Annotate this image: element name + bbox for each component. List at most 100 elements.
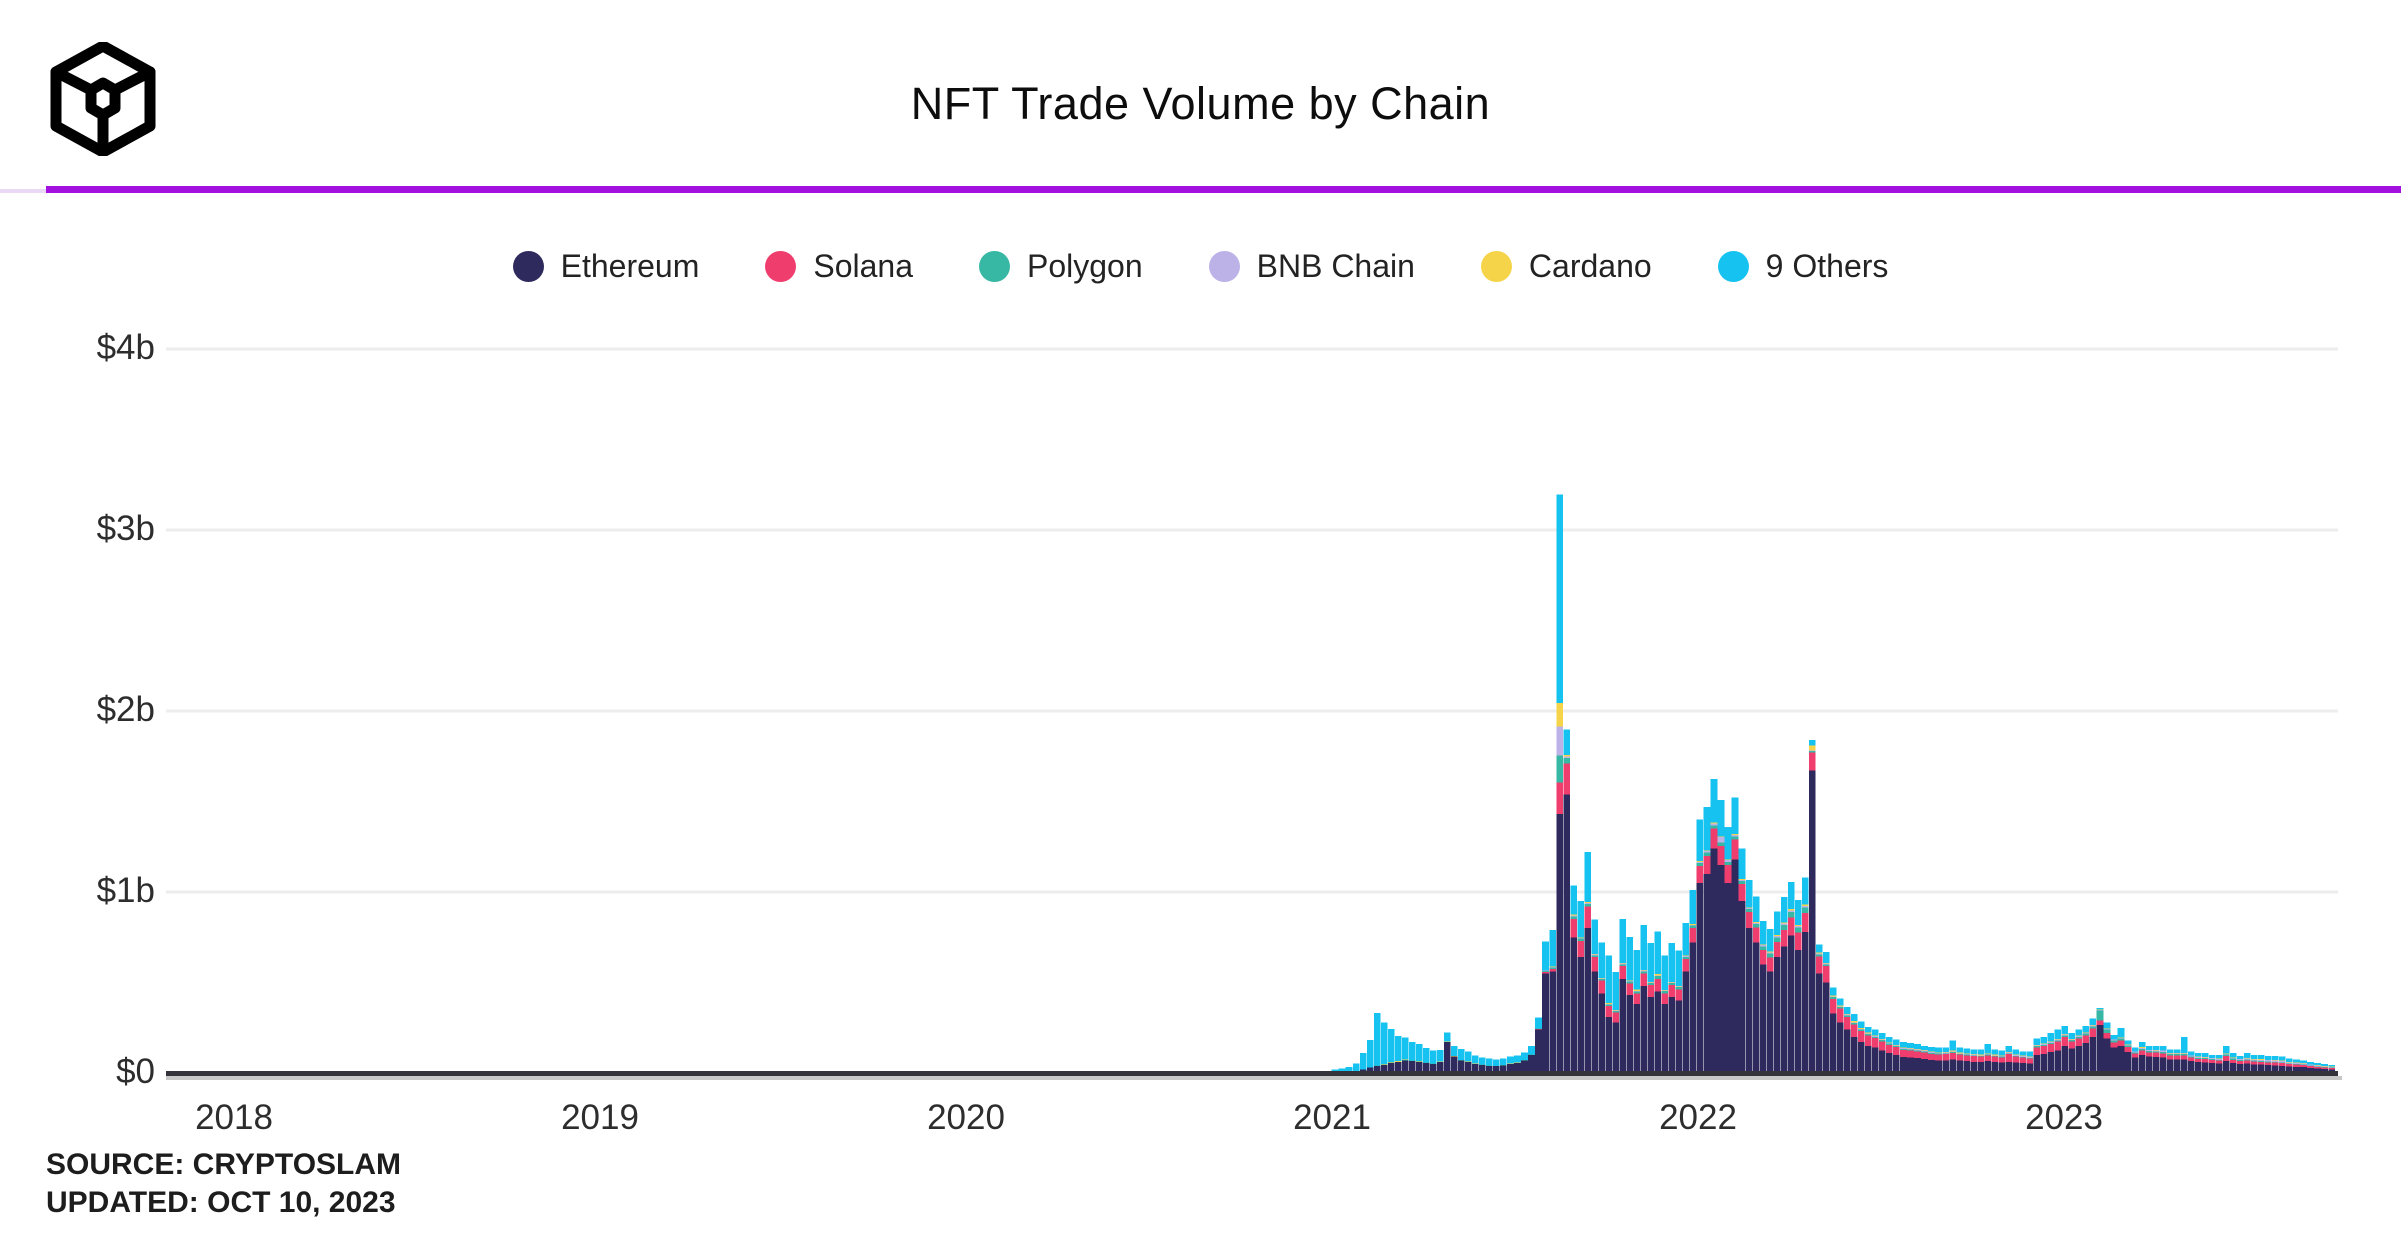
bar-week-89-9-others (1956, 1047, 1963, 1053)
bar-week-90-cardano (1963, 1053, 1970, 1054)
bar-week-67-9-others (1801, 877, 1809, 905)
bar-week-72-bnb-chain (1836, 1006, 1844, 1008)
bar-week-123-ethereum (2194, 1062, 2202, 1073)
bar-week-110-9-others (2103, 1022, 2111, 1029)
bar-week-58-cardano (1738, 879, 1746, 880)
bar-week-71-cardano (1829, 995, 1837, 997)
bar-week-69-cardano (1815, 952, 1823, 954)
bar-week-125-9-others (2208, 1054, 2216, 1058)
bar-week-19-9-others (1465, 1051, 1472, 1062)
bar-week-41-cardano (1619, 963, 1627, 964)
bar-week-120-ethereum (2173, 1059, 2181, 1073)
bar-week-132-solana (2258, 1061, 2265, 1065)
bar-week-125-polygon (2208, 1059, 2216, 1060)
bar-week-105-solana (2068, 1041, 2076, 1049)
bar-week-71-9-others (1829, 987, 1837, 996)
bar-week-113-polygon (2124, 1045, 2132, 1048)
bar-week-31-ethereum (1549, 971, 1556, 1073)
bar-week-112-9-others (2117, 1027, 2125, 1038)
bar-week-131-9-others (2251, 1054, 2258, 1060)
bar-week-35-cardano (1577, 937, 1584, 938)
bar-week-55-cardano (1717, 836, 1725, 838)
bar-week-77-cardano (1872, 1035, 1879, 1037)
bar-week-124-ethereum (2201, 1062, 2209, 1073)
bar-week-58-9-others (1738, 848, 1746, 880)
bar-week-80-cardano (1893, 1044, 1900, 1046)
bar-week-134-ethereum (2272, 1065, 2279, 1073)
bar-week-34-ethereum (1570, 937, 1577, 1073)
bar-week-122-ethereum (2187, 1061, 2195, 1073)
bar-week-4-9-others (1359, 1053, 1367, 1070)
bar-week-48-cardano (1668, 981, 1676, 983)
bar-week-76-9-others (1865, 1026, 1872, 1033)
bar-week-69-solana (1815, 956, 1823, 974)
bar-week-39-ethereum (1605, 1016, 1613, 1073)
bar-week-11-polygon (1408, 1060, 1416, 1062)
bar-week-101-polygon (2040, 1044, 2048, 1047)
bar-week-86-9-others (1935, 1047, 1942, 1053)
bar-week-138-bnb-chain (2300, 1063, 2307, 1065)
bar-week-32-polygon (1556, 755, 1563, 783)
bar-week-77-ethereum (1872, 1047, 1879, 1073)
bar-week-52-polygon (1696, 862, 1704, 866)
bar-week-107-polygon (2082, 1033, 2090, 1036)
y-axis-tick-$3b: $3b (96, 509, 155, 548)
bar-week-84-bnb-chain (1921, 1050, 1928, 1052)
bar-week-18-ethereum (1458, 1060, 1465, 1073)
bar-week-110-polygon (2103, 1029, 2111, 1034)
page-title: NFT Trade Volume by Chain (910, 78, 1491, 129)
bar-week-65-cardano (1787, 909, 1795, 911)
bar-week-45-bnb-chain (1647, 982, 1655, 984)
y-axis-tick-$2b: $2b (96, 690, 155, 729)
bar-week-20-9-others (1472, 1055, 1479, 1064)
bar-week-114-solana (2131, 1053, 2139, 1058)
bar-week-84-polygon (1921, 1051, 1928, 1053)
bar-week-134-polygon (2272, 1061, 2279, 1063)
legend-swatch-icon (978, 251, 1010, 282)
bar-week-84-ethereum (1921, 1058, 1928, 1073)
bar-week-10-ethereum (1401, 1060, 1409, 1073)
legend-swatch-icon (512, 251, 544, 282)
bar-week-47-solana (1661, 993, 1669, 1005)
bar-week-36-polygon (1584, 903, 1591, 907)
bar-week-114-9-others (2131, 1047, 2139, 1052)
bar-week-125-solana (2208, 1059, 2216, 1064)
bar-week-86-bnb-chain (1935, 1052, 1942, 1054)
bar-week-70-polygon (1822, 964, 1830, 967)
bar-week-34-cardano (1570, 914, 1577, 916)
bar-week-96-ethereum (2005, 1061, 2013, 1073)
bar-week-60-bnb-chain (1752, 922, 1760, 925)
bar-week-88-cardano (1949, 1050, 1956, 1052)
bar-week-99-ethereum (2026, 1063, 2034, 1073)
bar-week-66-polygon (1794, 927, 1802, 933)
bar-week-70-9-others (1822, 951, 1830, 963)
bar-week-67-bnb-chain (1801, 905, 1809, 908)
bar-week-141-solana (2321, 1067, 2328, 1070)
bar-week-49-bnb-chain (1675, 986, 1683, 988)
bar-week-74-ethereum (1851, 1036, 1858, 1073)
bar-week-70-ethereum (1822, 982, 1830, 1073)
bar-week-126-solana (2215, 1060, 2223, 1064)
bar-week-118-solana (2159, 1053, 2167, 1058)
bar-week-22-9-others (1486, 1058, 1493, 1066)
bar-week-52-solana (1696, 865, 1704, 883)
bar-week-82-ethereum (1907, 1057, 1914, 1073)
bar-week-112-bnb-chain (2117, 1037, 2125, 1039)
bar-week-96-bnb-chain (2005, 1052, 2013, 1054)
bar-week-70-bnb-chain (1822, 963, 1830, 965)
bar-week-108-cardano (2089, 1025, 2097, 1026)
bar-week-63-bnb-chain (1773, 935, 1781, 938)
bar-week-81-bnb-chain (1900, 1048, 1907, 1049)
bar-week-14-ethereum (1429, 1063, 1437, 1073)
bar-week-31-bnb-chain (1549, 966, 1556, 968)
bar-week-137-polygon (2293, 1063, 2300, 1065)
bar-week-101-solana (2040, 1046, 2048, 1054)
bar-week-96-cardano (2005, 1052, 2013, 1053)
bar-week-12-ethereum (1415, 1062, 1423, 1073)
bar-week-98-bnb-chain (2019, 1056, 2027, 1057)
bar-week-81-cardano (1900, 1047, 1907, 1049)
bar-week-121-bnb-chain (2180, 1053, 2188, 1055)
bar-week-56-cardano (1724, 859, 1732, 861)
bar-week-88-ethereum (1949, 1059, 1956, 1073)
bar-week-93-solana (1984, 1055, 1991, 1062)
